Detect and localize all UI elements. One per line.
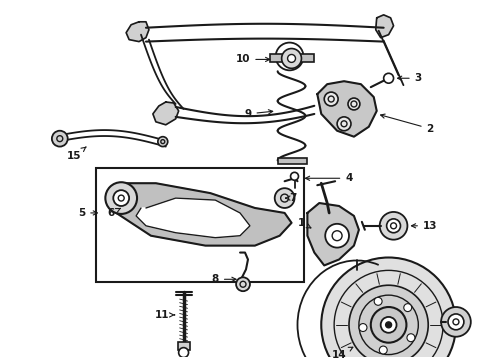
Circle shape <box>384 73 393 83</box>
Text: 1: 1 <box>298 218 311 228</box>
Circle shape <box>381 317 396 333</box>
Circle shape <box>371 307 406 343</box>
Circle shape <box>387 219 400 233</box>
Text: 9: 9 <box>245 109 273 119</box>
Text: 13: 13 <box>412 221 438 231</box>
Polygon shape <box>376 15 393 38</box>
Text: 4: 4 <box>305 173 353 183</box>
Circle shape <box>179 348 189 357</box>
Bar <box>97 168 304 282</box>
Polygon shape <box>126 22 149 42</box>
Polygon shape <box>136 198 250 238</box>
Circle shape <box>325 224 349 248</box>
Polygon shape <box>318 81 377 137</box>
Circle shape <box>52 131 68 147</box>
Circle shape <box>448 314 464 330</box>
Polygon shape <box>307 203 359 265</box>
Bar <box>278 158 307 165</box>
Circle shape <box>386 322 392 328</box>
Circle shape <box>105 182 137 214</box>
Text: 10: 10 <box>236 54 270 64</box>
Circle shape <box>374 297 382 305</box>
Bar <box>178 342 190 350</box>
Circle shape <box>236 277 250 291</box>
Circle shape <box>379 346 387 354</box>
Polygon shape <box>153 102 179 125</box>
Text: 14: 14 <box>332 347 353 360</box>
Text: 6: 6 <box>108 208 121 218</box>
Text: 5: 5 <box>78 208 98 218</box>
Text: 12: 12 <box>0 359 1 360</box>
Circle shape <box>275 188 294 208</box>
Text: 11: 11 <box>154 310 174 320</box>
Circle shape <box>282 49 301 68</box>
Bar <box>270 54 314 62</box>
Circle shape <box>324 92 338 106</box>
Circle shape <box>349 285 428 360</box>
Polygon shape <box>109 183 292 246</box>
Circle shape <box>113 190 129 206</box>
Circle shape <box>321 257 456 360</box>
Circle shape <box>380 212 407 240</box>
Circle shape <box>404 303 412 311</box>
Circle shape <box>288 54 295 62</box>
Text: 7: 7 <box>286 193 296 203</box>
Circle shape <box>337 117 351 131</box>
Circle shape <box>348 98 360 110</box>
Circle shape <box>291 172 298 180</box>
Text: 3: 3 <box>397 73 422 83</box>
Circle shape <box>441 307 471 337</box>
Text: 8: 8 <box>212 274 236 284</box>
Text: 2: 2 <box>381 114 434 134</box>
Circle shape <box>407 334 415 342</box>
Circle shape <box>359 324 367 332</box>
Text: 15: 15 <box>67 147 86 162</box>
Circle shape <box>158 137 168 147</box>
